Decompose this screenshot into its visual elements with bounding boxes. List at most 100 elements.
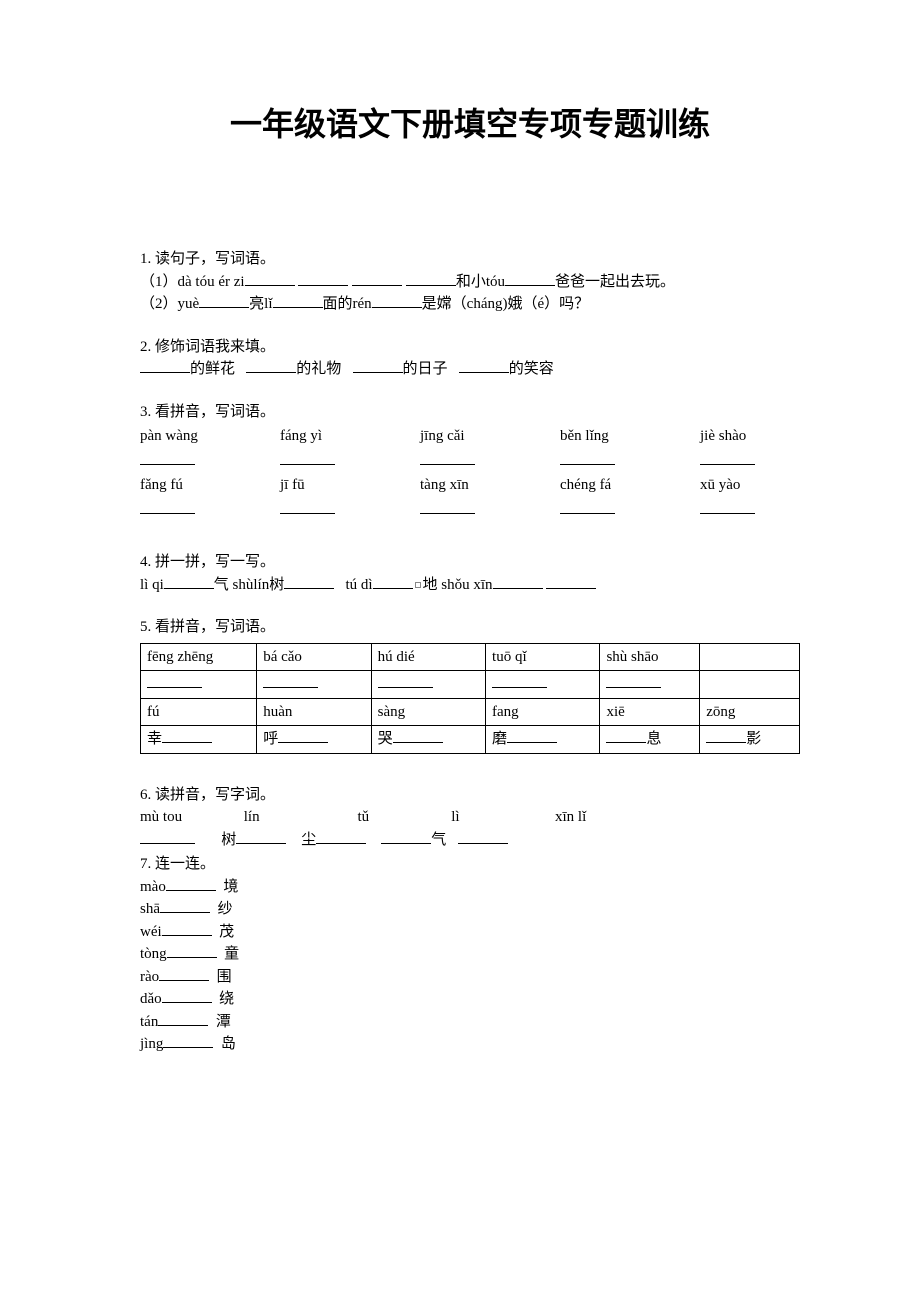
q6-row2: 树 尘 气 xyxy=(140,829,800,852)
blank[interactable] xyxy=(162,742,212,743)
blank[interactable] xyxy=(316,843,366,844)
q3-r2-0: fǎng fú xyxy=(140,474,230,497)
blank[interactable] xyxy=(420,464,475,465)
blank[interactable] xyxy=(158,1025,208,1026)
blank[interactable] xyxy=(280,464,335,465)
q7-char: 岛 xyxy=(213,1036,236,1052)
q5-r4-5: 影 xyxy=(746,731,761,747)
q1-line2: （2）yuè亮lǐ面的rén是嫦（cháng)娥（é）吗？ xyxy=(140,293,800,316)
blank[interactable] xyxy=(298,285,348,286)
blank[interactable] xyxy=(706,742,746,743)
blank[interactable] xyxy=(280,513,335,514)
blank[interactable] xyxy=(560,464,615,465)
q7-char: 童 xyxy=(217,946,240,962)
question-7: 7. 连一连。 mào 境shā 纱wéi 茂tòng 童rào 围dǎo 绕t… xyxy=(140,853,800,1056)
q5-r1-1: bá cǎo xyxy=(257,643,371,671)
blank[interactable] xyxy=(263,687,318,688)
q1-l1-c: 爸爸一起出去玩。 xyxy=(555,274,675,290)
blank[interactable] xyxy=(606,687,661,688)
q6-r1-3: lì xyxy=(451,806,551,829)
blank[interactable] xyxy=(700,513,755,514)
blank[interactable] xyxy=(273,307,323,308)
blank[interactable] xyxy=(140,464,195,465)
q4-line: lì qi气 shùlín树 tú dì地 shǒu xīn xyxy=(140,574,800,597)
blank[interactable] xyxy=(236,843,286,844)
blank[interactable] xyxy=(493,588,543,589)
q7-char: 绕 xyxy=(212,991,235,1007)
blank[interactable] xyxy=(458,843,508,844)
q7-pair: dǎo 绕 xyxy=(140,988,800,1011)
blank[interactable] xyxy=(159,980,209,981)
blank[interactable] xyxy=(353,372,403,373)
page-title: 一年级语文下册填空专项专题训练 xyxy=(140,100,800,148)
blank[interactable] xyxy=(140,372,190,373)
q3-row2-pinyin: fǎng fú jī fū tàng xīn chéng fá xū yào xyxy=(140,474,800,497)
q5-table: fēng zhēng bá cǎo hú dié tuō qǐ shù shāo… xyxy=(140,643,800,754)
blank[interactable] xyxy=(507,742,557,743)
q4-t2: 地 shǒu xīn xyxy=(423,577,493,593)
q1-line1: （1）dà tóu ér zi 和小tóu爸爸一起出去玩。 xyxy=(140,271,800,294)
blank[interactable] xyxy=(167,957,217,958)
blank[interactable] xyxy=(372,307,422,308)
q3-row2-blanks xyxy=(140,499,800,522)
blank[interactable] xyxy=(606,742,646,743)
q2-i2: 的日子 xyxy=(403,361,448,377)
blank[interactable] xyxy=(284,588,334,589)
table-row xyxy=(141,671,800,699)
blank[interactable] xyxy=(546,588,596,589)
q5-r1-5 xyxy=(700,643,800,671)
blank[interactable] xyxy=(459,372,509,373)
blank[interactable] xyxy=(373,588,413,589)
blank[interactable] xyxy=(700,464,755,465)
q7-pair: tán 潭 xyxy=(140,1011,800,1034)
blank[interactable] xyxy=(164,588,214,589)
blank[interactable] xyxy=(393,742,443,743)
q2-line: 的鲜花 的礼物 的日子 的笑容 xyxy=(140,358,800,381)
blank[interactable] xyxy=(560,513,615,514)
q3-r1-4: jiè shào xyxy=(700,425,790,448)
blank[interactable] xyxy=(199,307,249,308)
q6-r1-4: xīn lǐ xyxy=(555,806,586,829)
q3-r1-1: fáng yì xyxy=(280,425,370,448)
question-4: 4. 拼一拼，写一写。 lì qi气 shùlín树 tú dì地 shǒu x… xyxy=(140,551,800,596)
blank[interactable] xyxy=(166,890,216,891)
blank[interactable] xyxy=(378,687,433,688)
table-row: 幸 呼 哭 磨 息 影 xyxy=(141,726,800,754)
blank[interactable] xyxy=(163,1047,213,1048)
question-1: 1. 读句子，写词语。 （1）dà tóu ér zi 和小tóu爸爸一起出去玩… xyxy=(140,248,800,316)
q7-pair: jìng 岛 xyxy=(140,1033,800,1056)
q3-r2-1: jī fū xyxy=(280,474,370,497)
blank[interactable] xyxy=(162,935,212,936)
blank[interactable] xyxy=(162,1002,212,1003)
q2-head: 2. 修饰词语我来填。 xyxy=(140,336,800,359)
blank[interactable] xyxy=(420,513,475,514)
blank[interactable] xyxy=(140,513,195,514)
q7-pinyin: tòng xyxy=(140,946,167,962)
question-2: 2. 修饰词语我来填。 的鲜花 的礼物 的日子 的笑容 xyxy=(140,336,800,381)
blank[interactable] xyxy=(245,285,295,286)
blank[interactable] xyxy=(505,285,555,286)
blank[interactable] xyxy=(381,843,431,844)
blank[interactable] xyxy=(352,285,402,286)
q3-row1-pinyin: pàn wàng fáng yì jīng cǎi běn lǐng jiè s… xyxy=(140,425,800,448)
q7-char: 境 xyxy=(216,879,239,895)
blank[interactable] xyxy=(406,285,456,286)
blank[interactable] xyxy=(492,687,547,688)
q2-i3: 的笑容 xyxy=(509,361,554,377)
q3-head: 3. 看拼音，写词语。 xyxy=(140,401,800,424)
q5-r3-0: fú xyxy=(141,698,257,726)
q7-char: 潭 xyxy=(208,1014,231,1030)
q7-pinyin: dǎo xyxy=(140,991,162,1007)
blank[interactable] xyxy=(246,372,296,373)
q6-l1: 尘 xyxy=(301,832,316,848)
q7-pinyin: jìng xyxy=(140,1036,163,1052)
q4-p2: tú dì xyxy=(345,577,372,593)
q7-pinyin: wéi xyxy=(140,924,162,940)
q3-r1-0: pàn wàng xyxy=(140,425,230,448)
blank[interactable] xyxy=(147,687,202,688)
blank[interactable] xyxy=(160,912,210,913)
question-6: 6. 读拼音，写字词。 mù tou lín tǔ lì xīn lǐ 树 尘 … xyxy=(140,784,800,852)
blank[interactable] xyxy=(278,742,328,743)
blank[interactable] xyxy=(140,843,195,844)
q6-row1: mù tou lín tǔ lì xīn lǐ xyxy=(140,806,800,829)
